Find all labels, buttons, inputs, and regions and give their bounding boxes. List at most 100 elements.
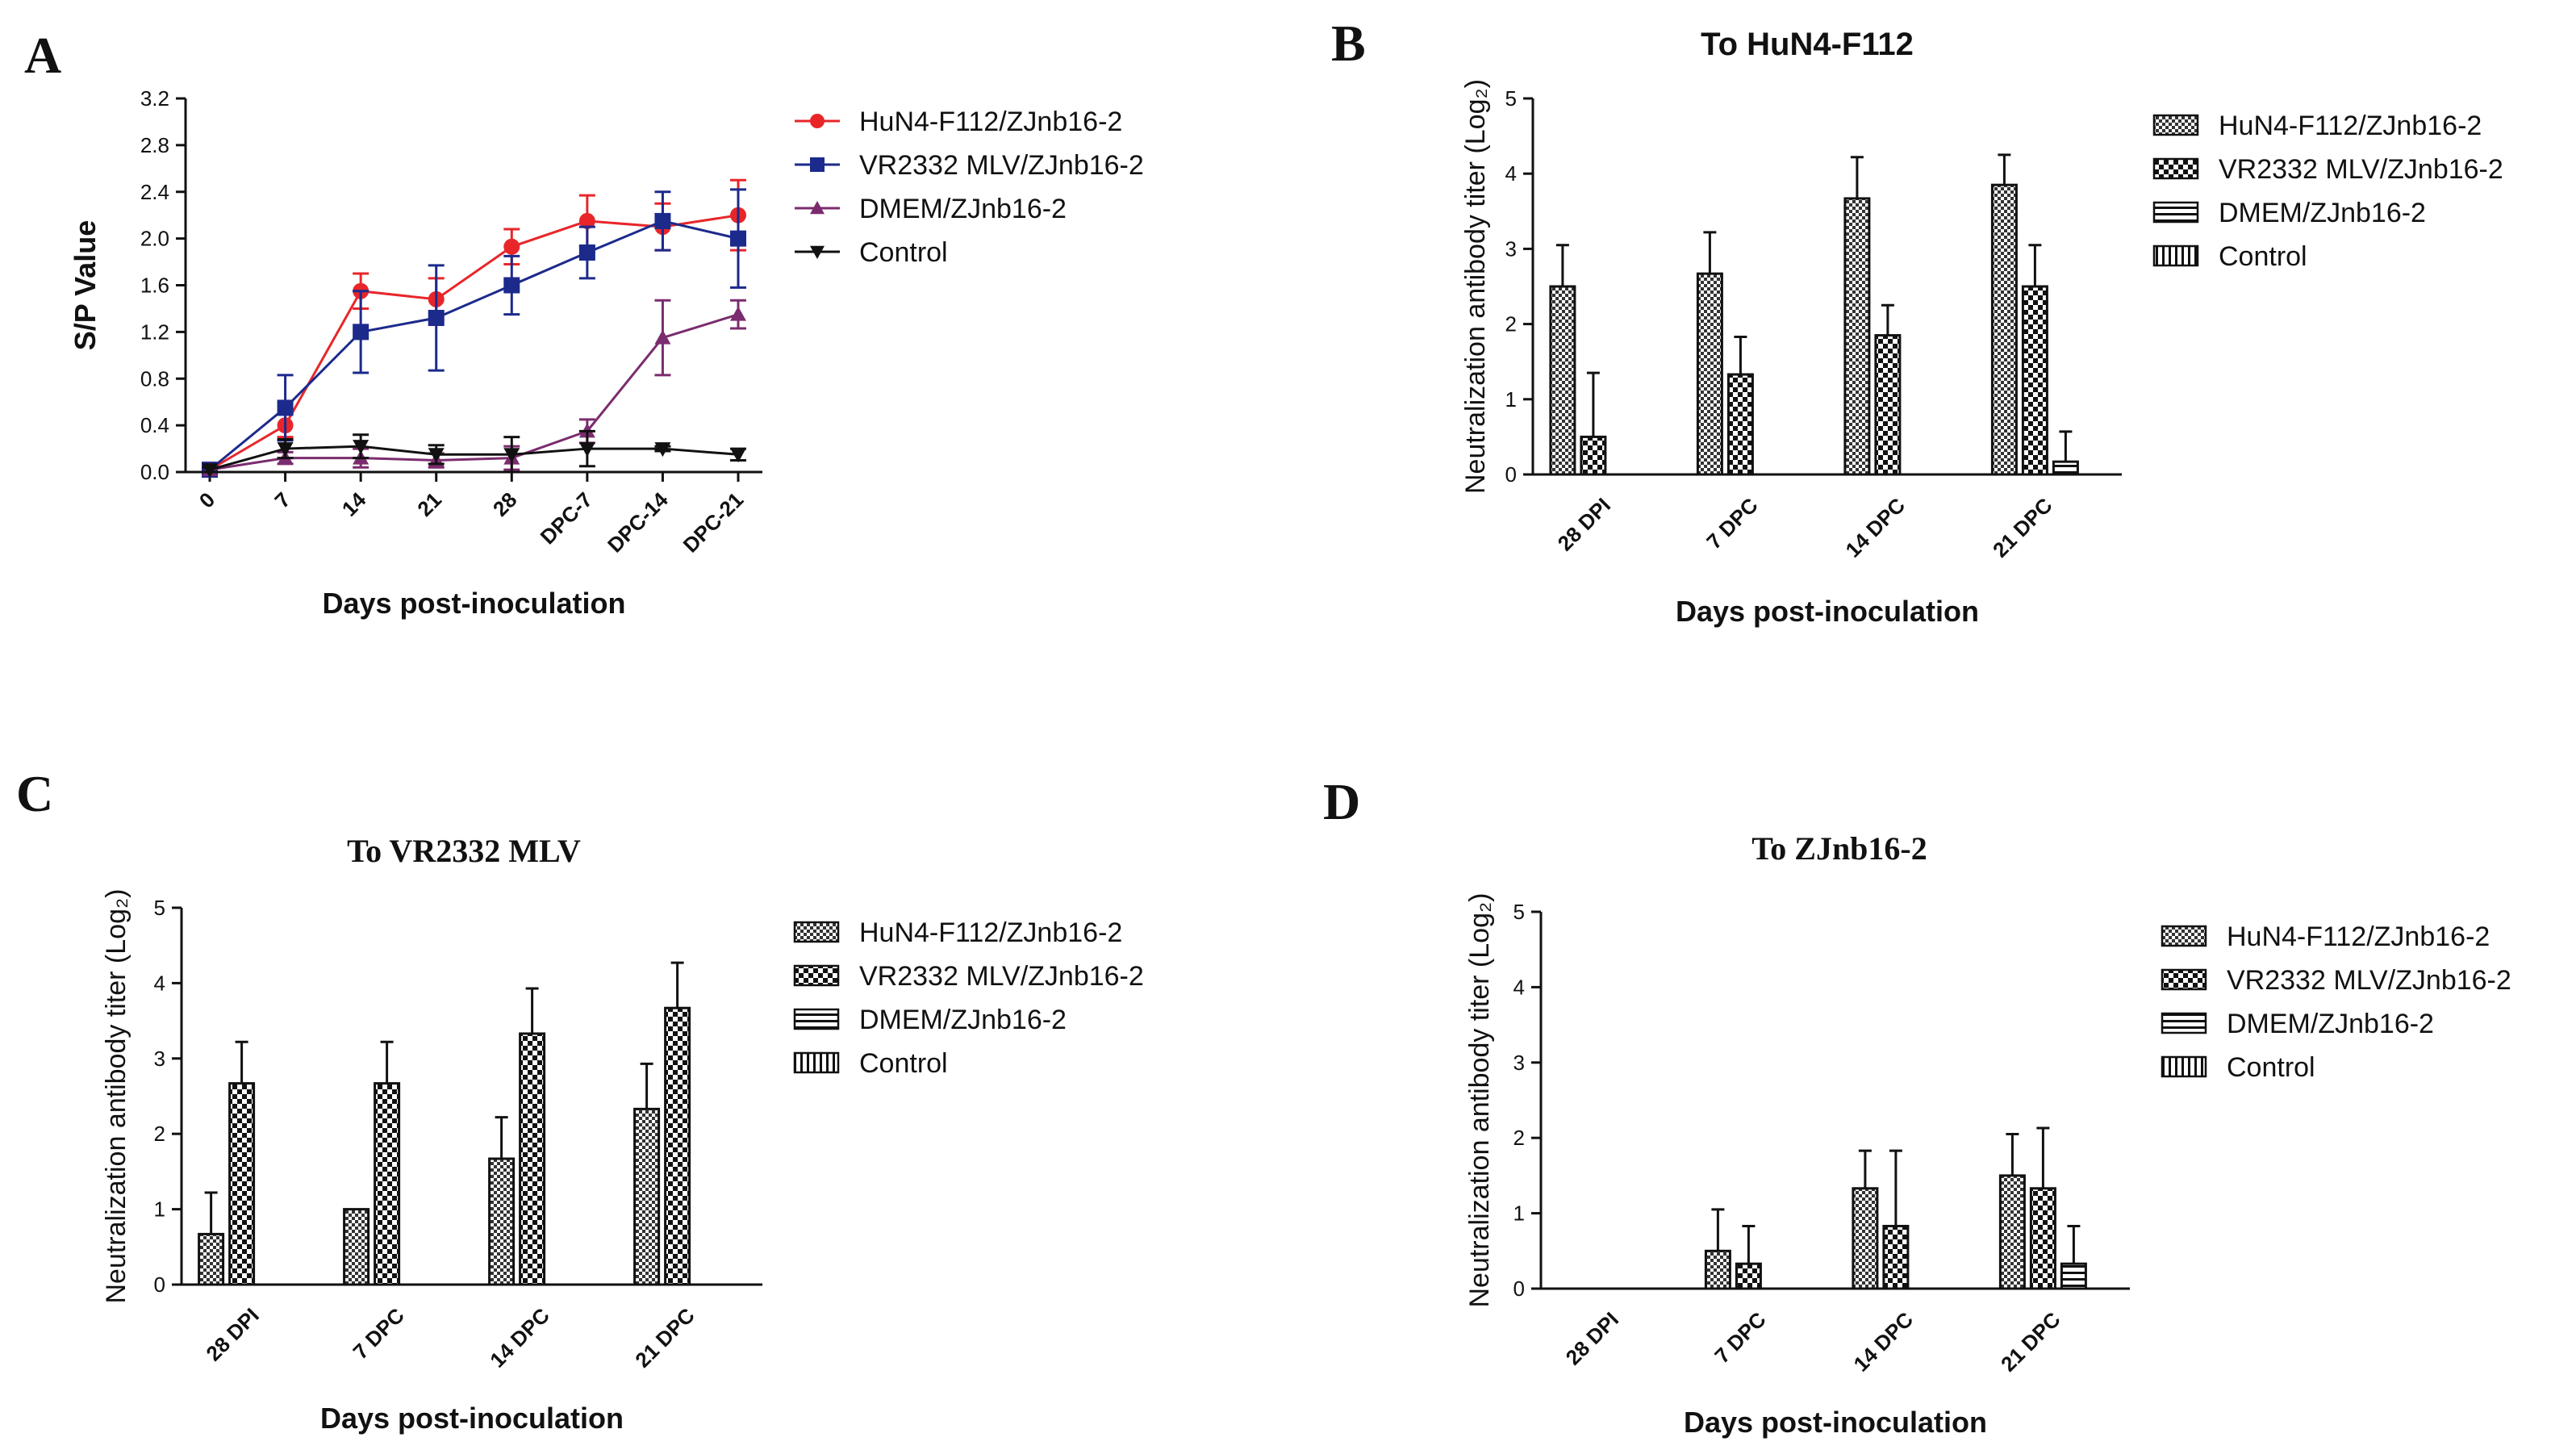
panel-d-legend-label: DMEM/ZJnb16-2 <box>2227 1009 2434 1039</box>
panel-a-data-point <box>730 306 746 321</box>
panel-c-legend-label: HuN4-F112/ZJnb16-2 <box>859 917 1122 948</box>
panel-c-ytick-label: 3 <box>154 1047 165 1071</box>
panel-b-ytick-label: 2 <box>1505 312 1517 336</box>
panel-d-bar <box>1735 1262 1762 1290</box>
panel-d-ylabel: Neutralization antibody titer (Log₂) <box>1464 892 1495 1307</box>
panel-b-bar <box>1580 435 1607 476</box>
panel-c-bar <box>664 1006 691 1286</box>
panel-a-legend-label: VR2332 MLV/ZJnb16-2 <box>859 150 1144 181</box>
panel-a-xtick-label: 14 <box>337 487 371 521</box>
panel-c: C To VR2332 MLV 0 1 2 3 4 5 Neutralization antib… <box>16 765 1144 1435</box>
panel-a-ytick-label: 2.4 <box>140 180 169 204</box>
panel-d-ytick-label: 5 <box>1513 900 1525 924</box>
panel-a-xtick-label: DPC-14 <box>603 487 673 558</box>
panel-c-bar <box>343 1208 370 1286</box>
panel-a-ylabel: S/P Value <box>69 220 102 350</box>
panel-c-legend-swatch <box>793 1008 840 1030</box>
panel-b-ytick-label: 0 <box>1505 462 1517 487</box>
panel-b-ytick-label: 4 <box>1505 161 1517 186</box>
panel-b-xtick-label: 21 DPC <box>1988 493 2057 562</box>
panel-b-ylabel: Neutralization antibody titer (Log₂) <box>1460 79 1491 494</box>
panel-b-xtick-label: 7 DPC <box>1701 493 1763 554</box>
panel-c-legend-item: Control <box>793 1048 948 1079</box>
panel-d-ytick-label: 1 <box>1513 1201 1525 1226</box>
panel-a-data-point <box>654 212 671 229</box>
panel-b-legend-item: Control <box>2152 241 2307 272</box>
panel-a-ytick-label: 0.4 <box>140 413 169 437</box>
panel-a-data-point <box>353 324 369 341</box>
panel-b-letter: B <box>1331 15 1366 72</box>
panel-d-legend-item: Control <box>2161 1052 2315 1083</box>
panel-d-bar <box>2060 1262 2087 1290</box>
panel-a: A 0.0 0.4 0.8 1.2 1.6 2.0 2.4 2.8 3.2 S/P Value Day… <box>24 27 1144 620</box>
panel-a-data-point <box>578 244 595 261</box>
panel-b-xlabel: Days post-inoculation <box>1676 595 1979 628</box>
panel-a-xtick-label: DPC-7 <box>536 487 597 549</box>
panel-c-legend-label: VR2332 MLV/ZJnb16-2 <box>859 961 1144 992</box>
panel-a-series-line <box>209 445 739 471</box>
panel-d-legend-swatch <box>2161 1055 2207 1078</box>
panel-c-legend-swatch <box>793 921 840 943</box>
panel-a-letter: A <box>24 27 61 84</box>
panel-b-bar <box>1696 272 1723 476</box>
panel-d-bar <box>1998 1174 2026 1290</box>
panel-a-ytick-label: 0.8 <box>140 366 169 391</box>
panel-a-legend-marker <box>810 157 825 172</box>
panel-c-ytick-label: 0 <box>154 1272 165 1297</box>
panel-d-legend-label: HuN4-F112/ZJnb16-2 <box>2227 921 2490 952</box>
panel-a-legend-label: DMEM/ZJnb16-2 <box>859 194 1067 224</box>
panel-d-legend: HuN4-F112/ZJnb16-2 VR2332 MLV/ZJnb16-2 DME… <box>2161 921 2511 1083</box>
panel-c-legend-swatch <box>793 1051 840 1074</box>
panel-b-xtick-label: 28 DPI <box>1553 493 1615 555</box>
panel-c-legend-item: HuN4-F112/ZJnb16-2 <box>793 917 1122 948</box>
panel-c-letter: C <box>16 765 53 822</box>
panel-b-bar <box>1874 334 1902 476</box>
panel-a-xtick-label: 7 <box>269 487 294 512</box>
panel-a-xlabel: Days post-inoculation <box>322 587 625 620</box>
panel-d-xlabel: Days post-inoculation <box>1684 1406 1987 1439</box>
panel-b-legend-label: VR2332 MLV/ZJnb16-2 <box>2219 154 2503 185</box>
panel-a-legend-item: HuN4-F112/ZJnb16-2 <box>795 107 1122 137</box>
panel-c-xtick-label: 14 DPC <box>485 1303 554 1373</box>
panel-a-legend-marker <box>810 114 825 128</box>
panel-c-title: To VR2332 MLV <box>347 833 581 869</box>
panel-b-legend-item: VR2332 MLV/ZJnb16-2 <box>2152 154 2503 185</box>
panel-a-data-point <box>654 442 671 458</box>
panel-b: B To HuN4-F112 0 1 2 3 4 5 Neutralization antibo… <box>1331 15 2503 628</box>
panel-a-xtick-label: 28 <box>488 487 522 521</box>
panel-c-legend-item: VR2332 MLV/ZJnb16-2 <box>793 961 1144 992</box>
panel-d: D To ZJnb16-2 0 1 2 3 4 5 Neutralization antibod… <box>1323 773 2511 1439</box>
panel-a-data-point <box>428 448 445 463</box>
panel-a-data-point <box>277 399 294 416</box>
panel-b-legend-label: Control <box>2219 241 2307 272</box>
panel-b-ytick-label: 1 <box>1505 387 1517 412</box>
panel-a-legend: HuN4-F112/ZJnb16-2 VR2332 MLV/ZJnb16-2 DME… <box>795 107 1144 268</box>
panel-b-legend-label: HuN4-F112/ZJnb16-2 <box>2219 111 2482 141</box>
panel-a-series-line <box>209 219 739 471</box>
panel-a-data-point <box>730 448 746 463</box>
panel-a-data-point <box>353 440 369 455</box>
panel-b-bar <box>1990 183 2018 476</box>
panel-c-legend-label: Control <box>859 1048 948 1079</box>
panel-c-bar <box>374 1082 401 1286</box>
panel-a-data-point <box>654 329 671 345</box>
panel-c-xtick-label: 21 DPC <box>630 1303 699 1373</box>
panel-b-xtick-label: 14 DPC <box>1841 493 1910 562</box>
panel-c-xlabel: Days post-inoculation <box>320 1402 624 1435</box>
panel-d-legend-item: HuN4-F112/ZJnb16-2 <box>2161 921 2490 952</box>
panel-a-ytick-label: 2.8 <box>140 133 169 157</box>
panel-d-ytick-label: 2 <box>1513 1126 1525 1150</box>
panel-b-bar <box>1549 285 1576 476</box>
panel-d-ytick-label: 3 <box>1513 1051 1525 1075</box>
panel-a-ytick-label: 0.0 <box>140 460 169 484</box>
panel-a-legend-marker <box>810 245 825 259</box>
panel-a-series-line <box>209 313 739 471</box>
panel-a-data-point <box>578 212 595 229</box>
panel-b-legend-label: DMEM/ZJnb16-2 <box>2219 198 2426 228</box>
panel-a-data-point <box>277 442 294 458</box>
panel-d-xtick-label: 21 DPC <box>1996 1307 2065 1377</box>
panel-a-data-point <box>202 463 218 478</box>
panel-a-xtick-label: 21 <box>412 487 446 521</box>
panel-c-legend: HuN4-F112/ZJnb16-2 VR2332 MLV/ZJnb16-2 DME… <box>793 917 1144 1079</box>
panel-c-legend-item: DMEM/ZJnb16-2 <box>793 1005 1067 1035</box>
